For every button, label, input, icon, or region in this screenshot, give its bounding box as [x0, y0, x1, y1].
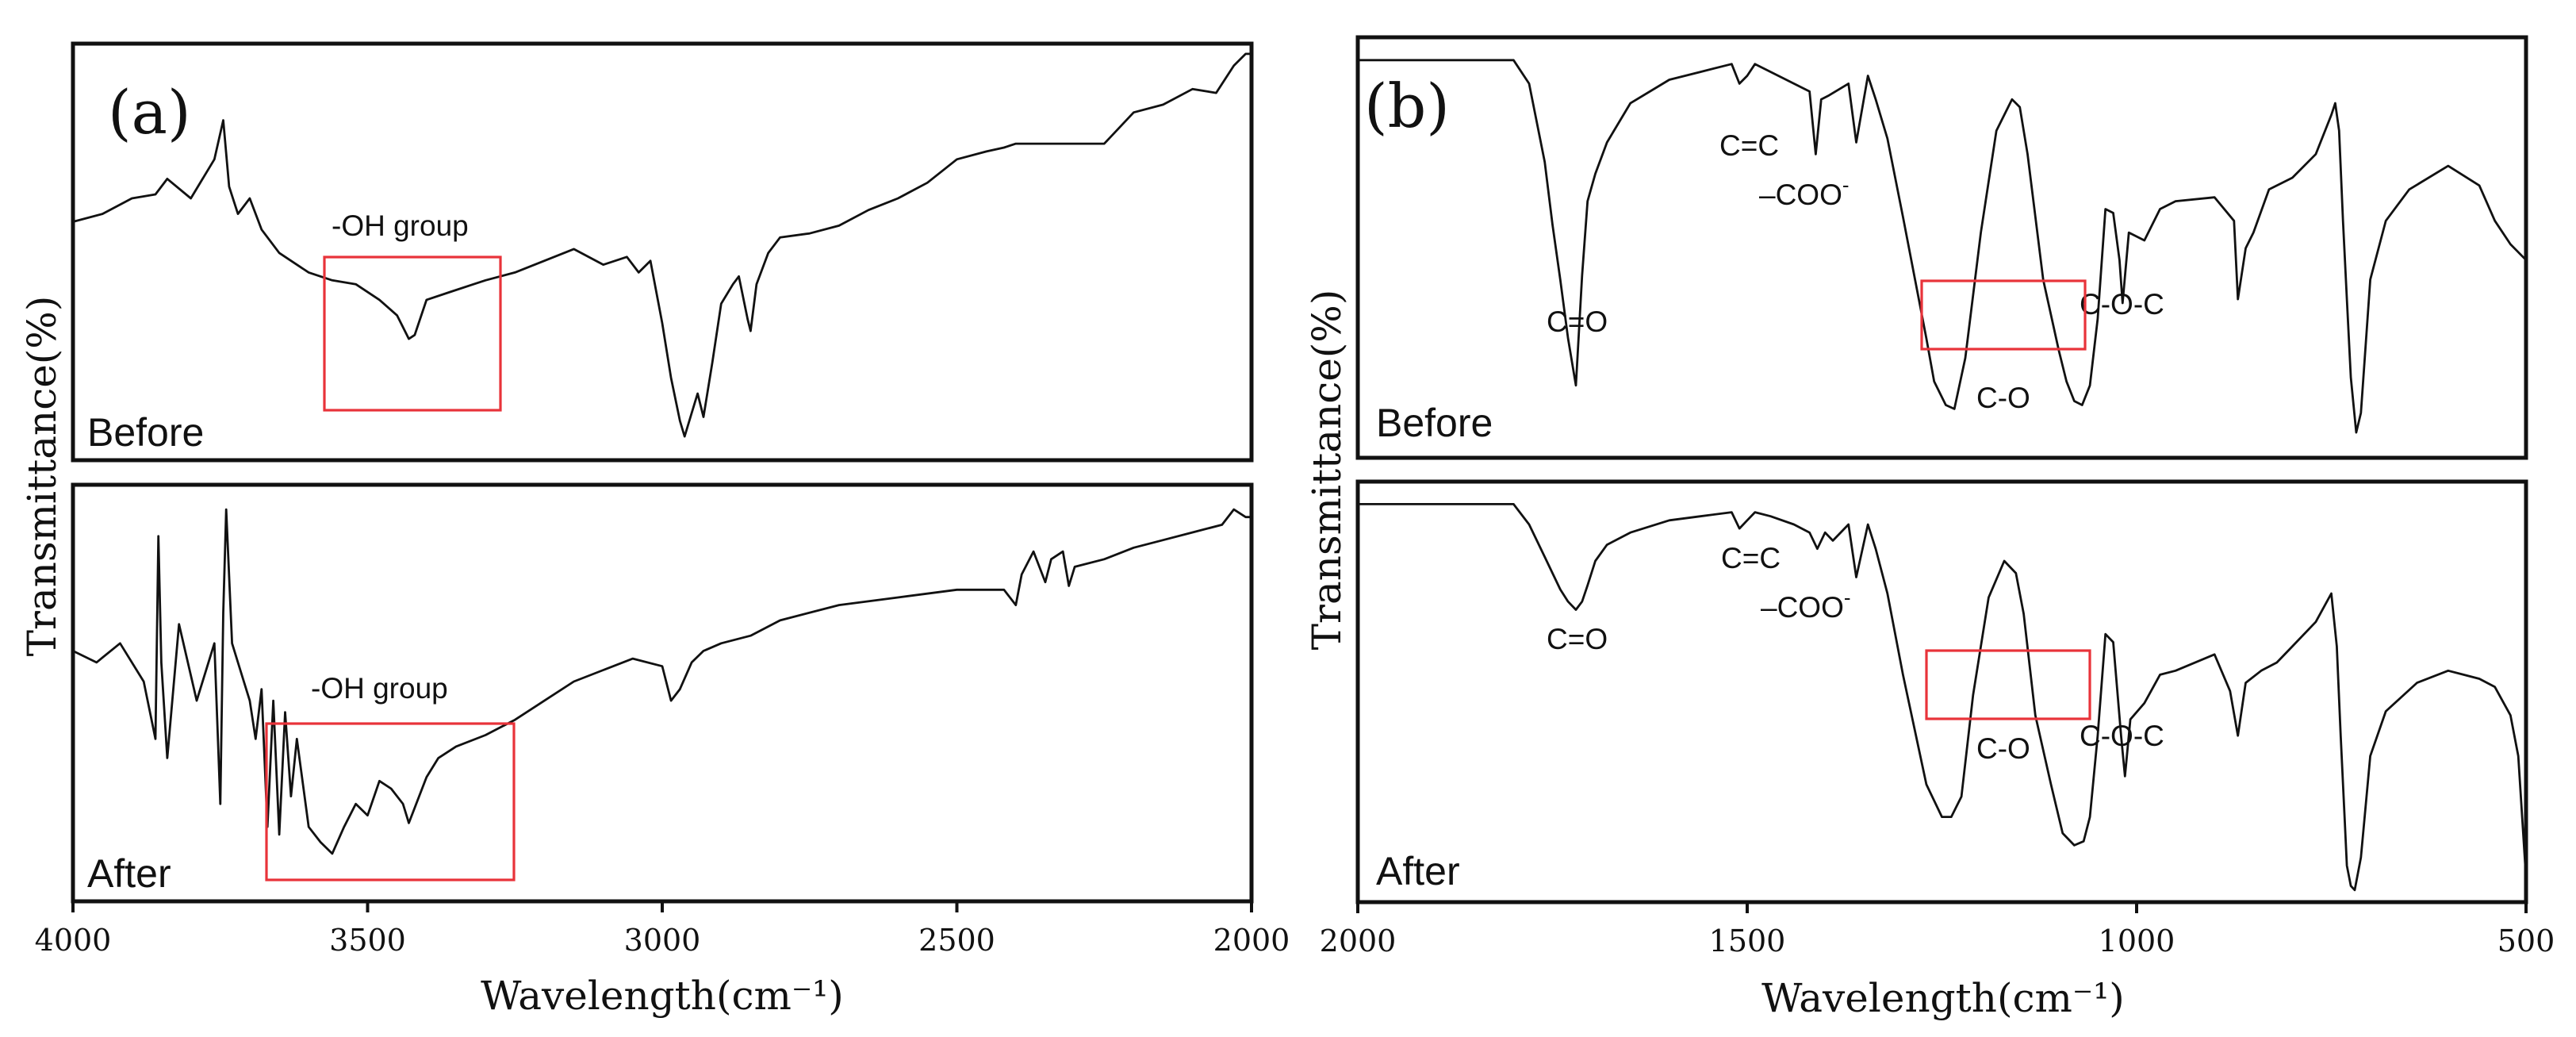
panel-b-before-co-box — [1920, 279, 2087, 351]
panel-a-before-label: Before — [87, 410, 204, 455]
panel-b-after-co-box — [1925, 649, 2091, 720]
panel-b-y-axis-title: Transmittance(%) — [1304, 290, 1350, 651]
panel-a-after-frame — [71, 482, 1254, 904]
x-tick-label-2000: 2000 — [1320, 924, 1397, 958]
panel-b-before-series-line — [1356, 59, 2528, 434]
panel-a-before-series-line — [71, 52, 1253, 438]
panel-b-x-axis-title: Wavelength(cm⁻¹) — [1761, 975, 2125, 1021]
panel-b-before-cc-annotation: C=C — [1719, 129, 1779, 162]
panel-b-after-cc-annotation: C=C — [1721, 542, 1781, 574]
panel-b-before-label: Before — [1376, 401, 1493, 445]
panel-b-after-coo-annotation: –COO- — [1761, 586, 1851, 624]
panel-b-before-coc-annotation: C-O-C — [2080, 288, 2164, 321]
panel-a-before-oh-box — [323, 255, 502, 412]
panel-a-y-axis-title: Transmittance(%) — [19, 296, 65, 657]
panel-b-before-co-double-annotation: C=O — [1547, 305, 1608, 338]
x-tick-label-4000: 4000 — [35, 923, 112, 958]
x-tick-label-2000: 2000 — [1213, 923, 1290, 958]
x-tick-label-3500: 3500 — [329, 923, 406, 958]
panel-b-after-co-double-annotation: C=O — [1547, 623, 1608, 655]
panel-a-after-oh-box — [265, 722, 516, 881]
panel-b-before-co-annotation: C-O — [1976, 382, 2030, 414]
panel-b-after-series-line — [1356, 503, 2528, 892]
panel-a-after-series-line — [71, 508, 1253, 855]
panel-a-x-axis: 4000 3500 3000 2500 2000 — [35, 901, 1290, 958]
panel-a-before-oh-annotation: -OH group — [332, 209, 469, 242]
panel-a: (a) Before After -OH group -OH group 400… — [19, 41, 1290, 1019]
panel-b-before-coo-annotation: –COO- — [1759, 173, 1850, 211]
panel-a-before-frame — [71, 41, 1254, 463]
panel-a-after-oh-annotation: -OH group — [311, 672, 448, 705]
panel-b-x-axis: 2000 1500 1000 500 — [1320, 902, 2555, 958]
panel-b-label: (b) — [1364, 71, 1450, 141]
panel-b: (b) Before After C=O C=C –COO- C-O-C C-O… — [1304, 35, 2555, 1021]
panel-a-x-axis-title: Wavelength(cm⁻¹) — [481, 973, 844, 1019]
x-tick-label-3000: 3000 — [624, 923, 701, 958]
x-tick-label-1000: 1000 — [2099, 924, 2175, 958]
panel-a-after-label: After — [87, 851, 171, 896]
panel-b-after-coc-annotation: C-O-C — [2080, 720, 2164, 752]
panel-a-label: (a) — [108, 77, 191, 148]
x-tick-label-500: 500 — [2497, 924, 2555, 958]
panel-b-after-frame — [1355, 479, 2528, 904]
panel-b-after-label: After — [1376, 849, 1460, 893]
panel-b-after-co-annotation: C-O — [1976, 732, 2030, 765]
x-tick-label-1500: 1500 — [1709, 924, 1786, 958]
x-tick-label-2500: 2500 — [918, 923, 995, 958]
panel-b-before-frame — [1355, 35, 2528, 460]
